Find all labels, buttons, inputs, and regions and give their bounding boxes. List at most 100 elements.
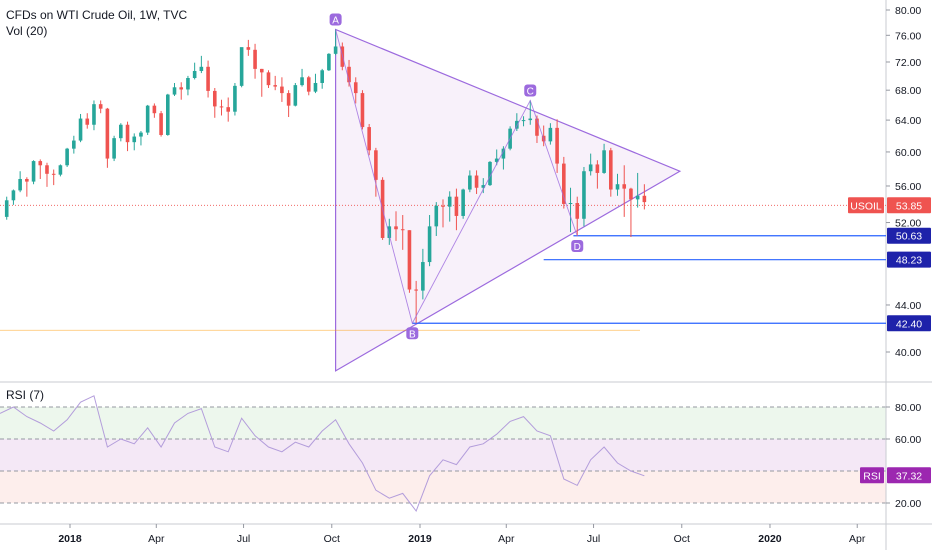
time-tick-label: Apr	[148, 533, 165, 545]
candle	[521, 116, 526, 127]
candle	[394, 211, 398, 241]
price-tick-label: 64.00	[895, 115, 921, 127]
rsi-tick-label: 80.00	[895, 402, 921, 414]
candle	[45, 162, 49, 187]
pattern-point-b[interactable]: B	[406, 327, 419, 340]
horizontal-levels[interactable]	[0, 204, 886, 331]
symbol-badge-text: USOIL	[850, 200, 882, 212]
candle	[280, 77, 284, 102]
candle	[286, 90, 291, 118]
price-tick-label: 60.00	[895, 147, 921, 159]
rsi-tick-label: 20.00	[895, 498, 921, 510]
level-badge-3: 42.40	[887, 315, 931, 332]
candle	[239, 47, 244, 88]
chart-title[interactable]: CFDs on WTI Crude Oil, 1W, TVC	[6, 8, 188, 22]
level-badge-1-text: 50.63	[896, 231, 922, 243]
candle	[528, 100, 533, 125]
candle	[588, 153, 593, 176]
candle	[132, 133, 137, 151]
candle	[172, 82, 177, 97]
candle	[515, 113, 519, 132]
candle	[555, 119, 559, 173]
candlestick-series	[4, 29, 647, 324]
pattern-label: C	[527, 86, 534, 97]
pattern-point-c[interactable]: C	[524, 84, 537, 97]
candle	[293, 82, 298, 107]
rsi-band-middle	[0, 439, 886, 471]
candle	[474, 170, 479, 194]
price-axis[interactable]: 80.00 76.00 72.00 68.00 64.00 60.00 56.00 52.00…	[886, 5, 921, 359]
candle	[105, 107, 110, 168]
candle	[219, 99, 224, 116]
candle	[18, 171, 22, 193]
time-tick-label: 2019	[408, 533, 432, 545]
candle	[360, 90, 365, 130]
candle	[642, 184, 647, 210]
candle	[179, 82, 184, 100]
rsi-band-lower	[0, 471, 886, 503]
candle	[568, 187, 573, 233]
price-tick-label: 40.00	[895, 347, 921, 359]
candle	[25, 177, 29, 197]
time-tick-label: Jul	[587, 533, 600, 545]
time-tick-label: Apr	[498, 533, 515, 545]
candle	[501, 146, 506, 170]
candle	[548, 123, 553, 145]
rsi-name-badge-text: RSI	[863, 470, 881, 482]
candle	[622, 165, 627, 217]
candle	[461, 188, 465, 219]
candle	[494, 149, 499, 166]
candle	[159, 110, 163, 137]
triangle-shape[interactable]	[335, 28, 682, 372]
candle	[353, 77, 358, 104]
pattern-point-a[interactable]: A	[329, 13, 342, 26]
candle	[11, 189, 16, 205]
candle	[246, 39, 251, 56]
candle	[78, 113, 83, 143]
candle	[199, 55, 204, 74]
last-price-badge-text: 53.85	[896, 200, 922, 212]
volume-legend[interactable]: Vol (20)	[6, 24, 48, 38]
candle	[112, 135, 116, 162]
candle	[447, 191, 452, 222]
pattern-point-d[interactable]: D	[571, 240, 584, 253]
candle	[72, 135, 76, 154]
candle	[58, 164, 63, 177]
candle	[273, 75, 277, 91]
candle	[441, 199, 445, 228]
price-tick-label: 56.00	[895, 181, 921, 193]
time-tick-label: 2018	[58, 533, 82, 545]
abcd-pattern[interactable]: A B C D	[329, 13, 584, 340]
symmetrical-triangle-pattern[interactable]	[335, 28, 682, 372]
candle	[615, 173, 620, 196]
rsi-band-upper	[0, 407, 886, 439]
candle	[166, 93, 170, 136]
candle	[421, 248, 425, 300]
rsi-legend[interactable]: RSI (7)	[6, 388, 45, 402]
time-axis[interactable]: 2018 Apr Jul Oct 2019 Apr Jul Oct 2020 Apr	[58, 524, 866, 545]
level-badge-2-text: 48.23	[896, 255, 922, 267]
candle	[313, 73, 318, 94]
candle	[320, 68, 324, 89]
candle	[152, 103, 157, 118]
candle	[635, 172, 640, 208]
candle	[85, 113, 90, 129]
candle	[562, 156, 566, 209]
candle	[427, 215, 432, 267]
candle	[186, 75, 190, 96]
symbol-badge: USOIL	[848, 197, 884, 214]
candle	[333, 29, 338, 56]
price-badges: USOIL 53.85 50.63 48.23 42.40 RSI 37.32	[848, 197, 931, 484]
level-badge-1: 50.63	[887, 227, 931, 244]
candle	[481, 178, 486, 194]
candle	[629, 187, 633, 237]
candle	[233, 82, 237, 116]
rsi-axis[interactable]: 80.00 60.00 20.00	[886, 402, 921, 510]
price-tick-label: 52.00	[895, 218, 921, 230]
rsi-tick-label: 60.00	[895, 434, 921, 446]
candle	[139, 131, 143, 146]
candle	[125, 121, 130, 152]
pattern-label: D	[574, 242, 581, 253]
abcd-path[interactable]	[335, 29, 578, 325]
